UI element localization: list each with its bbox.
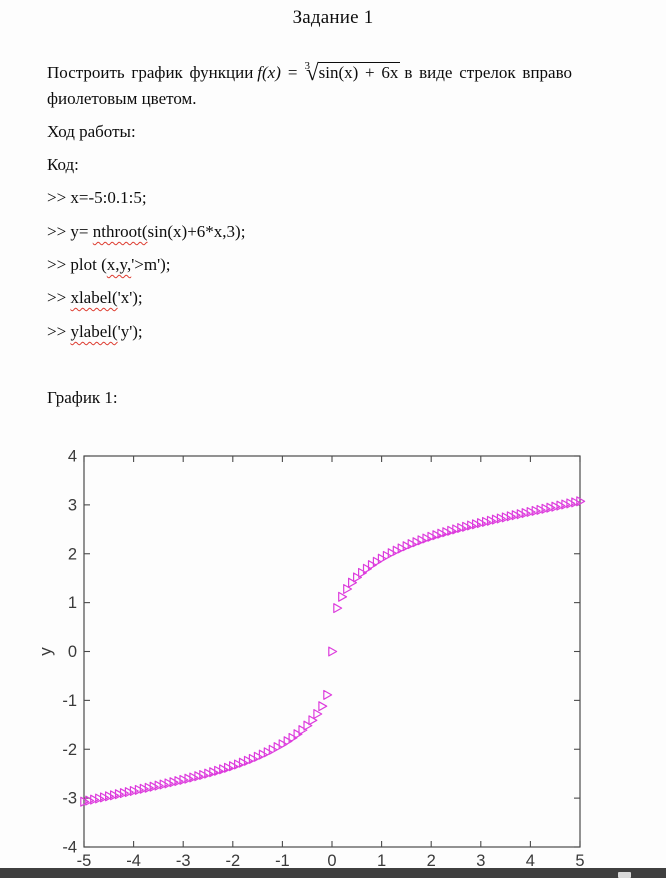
x-tick-label: 2 xyxy=(427,852,436,870)
root-index: 3 xyxy=(304,60,310,72)
code-line-3: >> plot (x,y,'>m'); xyxy=(47,254,171,276)
code-segment: sin(x)+6*x,3); xyxy=(147,222,246,241)
y-tick-label: 1 xyxy=(68,594,77,612)
y-tick-label: 3 xyxy=(68,496,77,514)
code-line-1: >> x=-5:0.1:5; xyxy=(47,187,147,209)
page-title: Задание 1 xyxy=(292,7,374,28)
x-tick-label: -4 xyxy=(126,852,141,870)
x-tick-label: 4 xyxy=(526,852,535,870)
scatter-markers-right-triangle xyxy=(80,496,586,807)
code-segment: >> xyxy=(47,288,71,307)
formula-radicand: sin(x) + 6x xyxy=(317,62,401,82)
x-tick-label: -5 xyxy=(77,852,92,870)
bottom-bar xyxy=(0,868,666,878)
task-text-line2: фиолетовым цветом. xyxy=(47,89,197,108)
code-segment: '>m'); xyxy=(131,255,171,274)
y-tick-label: -3 xyxy=(62,790,77,808)
formula: f(x) = 3√sin(x) + 6x xyxy=(253,60,401,85)
y-tick-label: 2 xyxy=(68,545,77,563)
y-tick-label: -4 xyxy=(62,839,77,857)
steps-label: Ход работы: xyxy=(47,122,136,141)
code-segment: >> plot ( xyxy=(47,255,107,274)
code-segment-misspelled: nthroot( xyxy=(92,222,148,241)
code-line-4: >> xlabel('x'); xyxy=(47,287,143,309)
code-label: Код: xyxy=(47,155,79,174)
x-tick-label: -1 xyxy=(275,852,290,870)
formula-equals: = xyxy=(287,63,298,82)
y-axis-label: y xyxy=(36,647,55,656)
task-suffix: в виде стрелок вправо xyxy=(404,63,573,82)
code-line-5: >> ylabel('y'); xyxy=(47,321,143,343)
code-segment-misspelled: ylabel( xyxy=(70,322,118,341)
code-segment-misspelled: x,y, xyxy=(106,255,132,274)
x-tick-label: 0 xyxy=(327,852,336,870)
x-tick-label: 3 xyxy=(476,852,485,870)
y-tick-label: 0 xyxy=(68,643,77,661)
x-tick-label: 1 xyxy=(377,852,386,870)
code-segment: >> xyxy=(47,322,71,341)
radical-sign-icon: √ xyxy=(305,60,319,85)
y-tick-label: 4 xyxy=(68,448,77,466)
formula-function: f(x) xyxy=(257,63,281,82)
code-segment: >> x=-5:0.1:5; xyxy=(47,188,147,207)
code-segment: 'x'); xyxy=(117,288,143,307)
task-prefix: Построить график функции xyxy=(47,63,254,82)
code-segment: >> y= xyxy=(47,222,93,241)
task-text-line1: Построить график функции f(x) = 3√sin(x) + … xyxy=(47,55,572,84)
x-tick-label: -2 xyxy=(225,852,240,870)
x-tick-label: -3 xyxy=(176,852,191,870)
figure-label: График 1: xyxy=(47,388,118,407)
x-tick-label: 5 xyxy=(575,852,584,870)
code-segment-misspelled: xlabel( xyxy=(70,288,118,307)
y-tick-label: -1 xyxy=(62,692,77,710)
bottom-bar-handle[interactable] xyxy=(618,872,631,878)
y-tick-label: -2 xyxy=(62,741,77,759)
code-segment: 'y'); xyxy=(117,322,143,341)
code-line-2: >> y= nthroot(sin(x)+6*x,3); xyxy=(47,221,245,243)
